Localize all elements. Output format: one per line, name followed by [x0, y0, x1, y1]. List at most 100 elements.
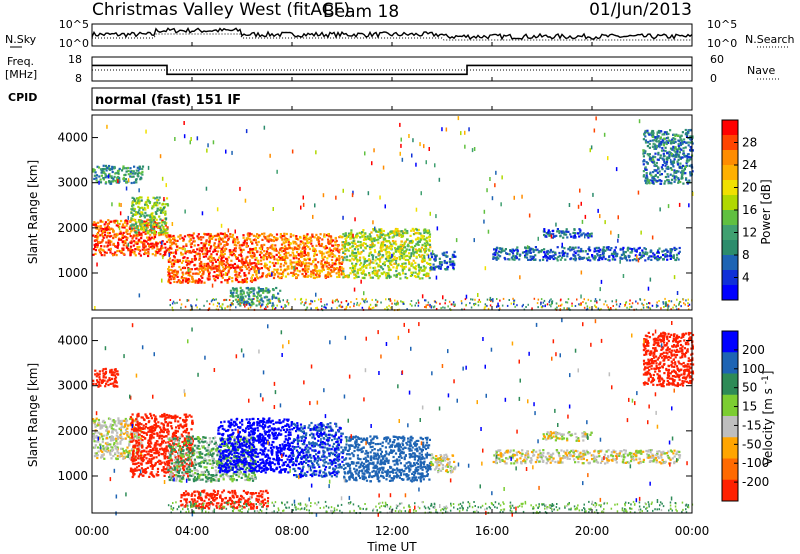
ground-scatter-cell — [229, 304, 232, 306]
range-cell — [645, 172, 648, 175]
range-cell — [578, 255, 581, 258]
range-cell — [138, 166, 141, 169]
range-cell — [677, 170, 680, 173]
range-cell — [656, 137, 659, 140]
range-cell — [92, 418, 95, 421]
range-cell — [109, 453, 112, 456]
range-cell — [558, 230, 561, 233]
range-cell — [602, 254, 605, 257]
range-cell — [669, 254, 673, 257]
ground-scatter-cell — [347, 302, 350, 305]
range-cell — [589, 259, 592, 262]
range-cell — [129, 220, 132, 223]
ground-scatter-cell — [490, 298, 493, 301]
range-cell — [377, 241, 380, 244]
range-cell — [197, 280, 200, 283]
range-cell — [317, 236, 320, 239]
range-cell — [415, 243, 418, 246]
ground-scatter-cell — [374, 303, 377, 306]
range-cell — [503, 256, 506, 260]
range-cell — [688, 203, 690, 208]
range-cell — [172, 255, 176, 258]
range-cell — [117, 422, 120, 425]
range-cell — [139, 240, 142, 243]
range-cell — [689, 156, 692, 159]
range-cell — [188, 263, 191, 266]
range-cell — [249, 248, 252, 251]
range-cell — [121, 226, 124, 229]
range-cell — [295, 236, 298, 239]
range-cell — [321, 252, 324, 255]
range-cell — [580, 257, 584, 260]
range-cell — [104, 442, 107, 445]
range-cell — [275, 249, 278, 252]
range-cell — [321, 254, 324, 257]
range-cell — [625, 259, 629, 262]
range-cell — [667, 139, 670, 142]
ground-scatter-cell — [506, 304, 509, 307]
range-cell — [412, 138, 414, 143]
ground-scatter-cell — [667, 303, 669, 306]
range-cell — [139, 254, 142, 257]
range-cell — [362, 256, 365, 259]
range-cell — [382, 254, 385, 257]
range-cell — [335, 195, 337, 200]
range-cell — [652, 181, 655, 184]
ground-scatter-cell — [550, 298, 552, 301]
ground-scatter-cell — [169, 299, 172, 301]
range-cell — [599, 248, 602, 251]
ground-scatter-cell — [243, 298, 245, 301]
range-cell — [656, 171, 659, 174]
range-cell — [400, 247, 403, 250]
range-cell — [192, 232, 195, 235]
range-cell — [341, 247, 344, 250]
range-cell — [666, 250, 669, 253]
range-cell — [576, 250, 579, 253]
range-cell — [547, 233, 550, 236]
ground-scatter-cell — [648, 302, 651, 305]
range-cell — [157, 199, 160, 202]
range-cell — [318, 243, 321, 246]
range-cell — [344, 234, 347, 237]
ground-scatter-cell — [417, 299, 419, 302]
range-cell — [121, 240, 124, 244]
range-cell — [138, 219, 141, 222]
range-cell — [423, 231, 426, 234]
range-cell — [165, 197, 169, 200]
beam-label: Beam 18 — [323, 2, 399, 22]
range-cell — [683, 141, 686, 144]
range-cell — [170, 241, 173, 245]
range-cell — [104, 164, 108, 167]
range-cell — [373, 148, 375, 153]
range-cell — [650, 258, 653, 261]
range-cell — [685, 164, 688, 167]
range-cell — [666, 173, 669, 176]
range-cell — [125, 236, 128, 239]
range-cell — [643, 252, 646, 255]
range-cell — [197, 238, 201, 241]
ground-scatter-cell — [477, 300, 479, 303]
range-cell — [615, 167, 618, 172]
ground-scatter-cell — [369, 303, 372, 306]
ground-scatter-cell — [336, 306, 338, 309]
range-cell — [377, 265, 380, 268]
range-cell — [644, 251, 647, 254]
range-cell — [449, 263, 452, 266]
range-cell — [161, 231, 164, 234]
range-cell — [156, 226, 159, 229]
noise-sky-label: N.Sky — [5, 33, 37, 46]
ground-scatter-cell — [340, 306, 343, 309]
range-cell — [685, 141, 688, 144]
range-cell — [189, 274, 192, 277]
range-cell — [133, 199, 136, 202]
range-cell — [529, 258, 532, 261]
range-cell — [650, 255, 653, 258]
range-cell — [321, 257, 324, 260]
range-cell — [225, 234, 228, 237]
range-cell — [374, 272, 377, 275]
range-cell — [123, 226, 126, 229]
ground-scatter-cell — [265, 306, 267, 309]
range-cell — [648, 133, 651, 136]
range-cell — [376, 234, 379, 237]
range-cell — [166, 203, 169, 206]
